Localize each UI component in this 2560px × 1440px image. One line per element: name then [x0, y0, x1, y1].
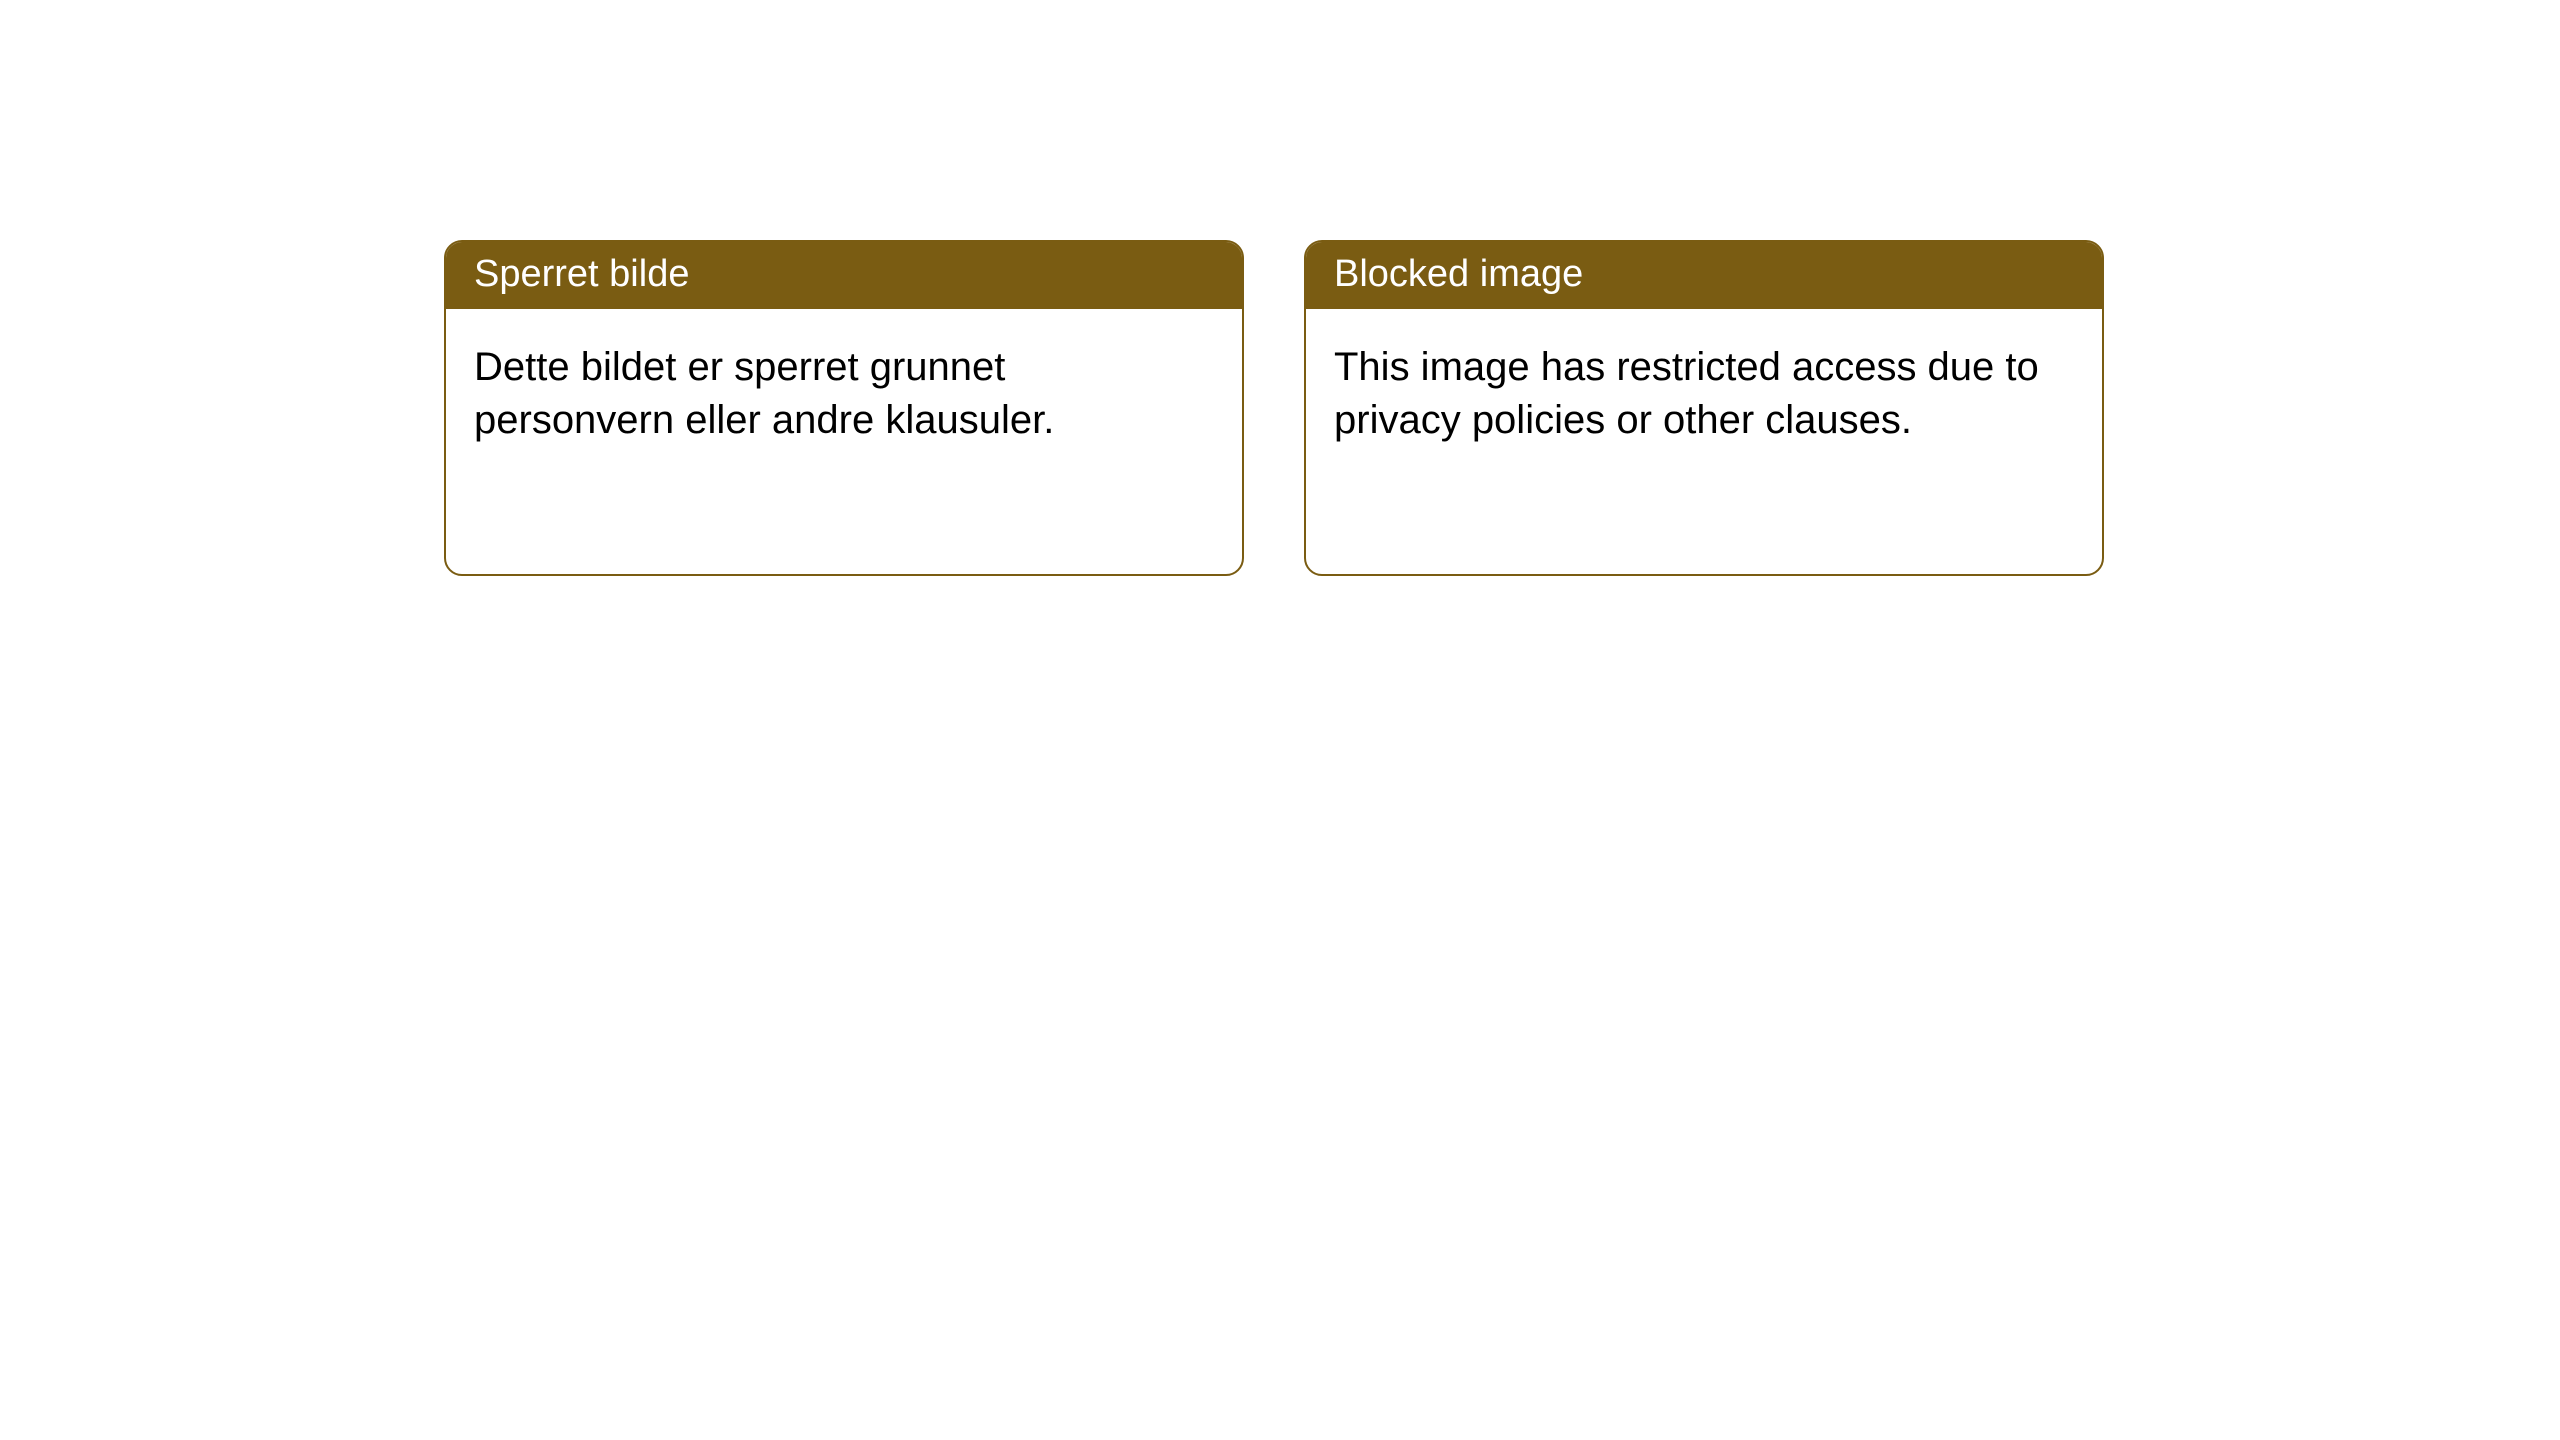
notice-box-norwegian: Sperret bilde Dette bildet er sperret gr…: [444, 240, 1244, 576]
notice-body-norwegian: Dette bildet er sperret grunnet personve…: [446, 309, 1242, 479]
notice-header-norwegian: Sperret bilde: [446, 242, 1242, 309]
notice-body-english: This image has restricted access due to …: [1306, 309, 2102, 479]
notice-container: Sperret bilde Dette bildet er sperret gr…: [444, 240, 2104, 576]
notice-header-english: Blocked image: [1306, 242, 2102, 309]
notice-box-english: Blocked image This image has restricted …: [1304, 240, 2104, 576]
